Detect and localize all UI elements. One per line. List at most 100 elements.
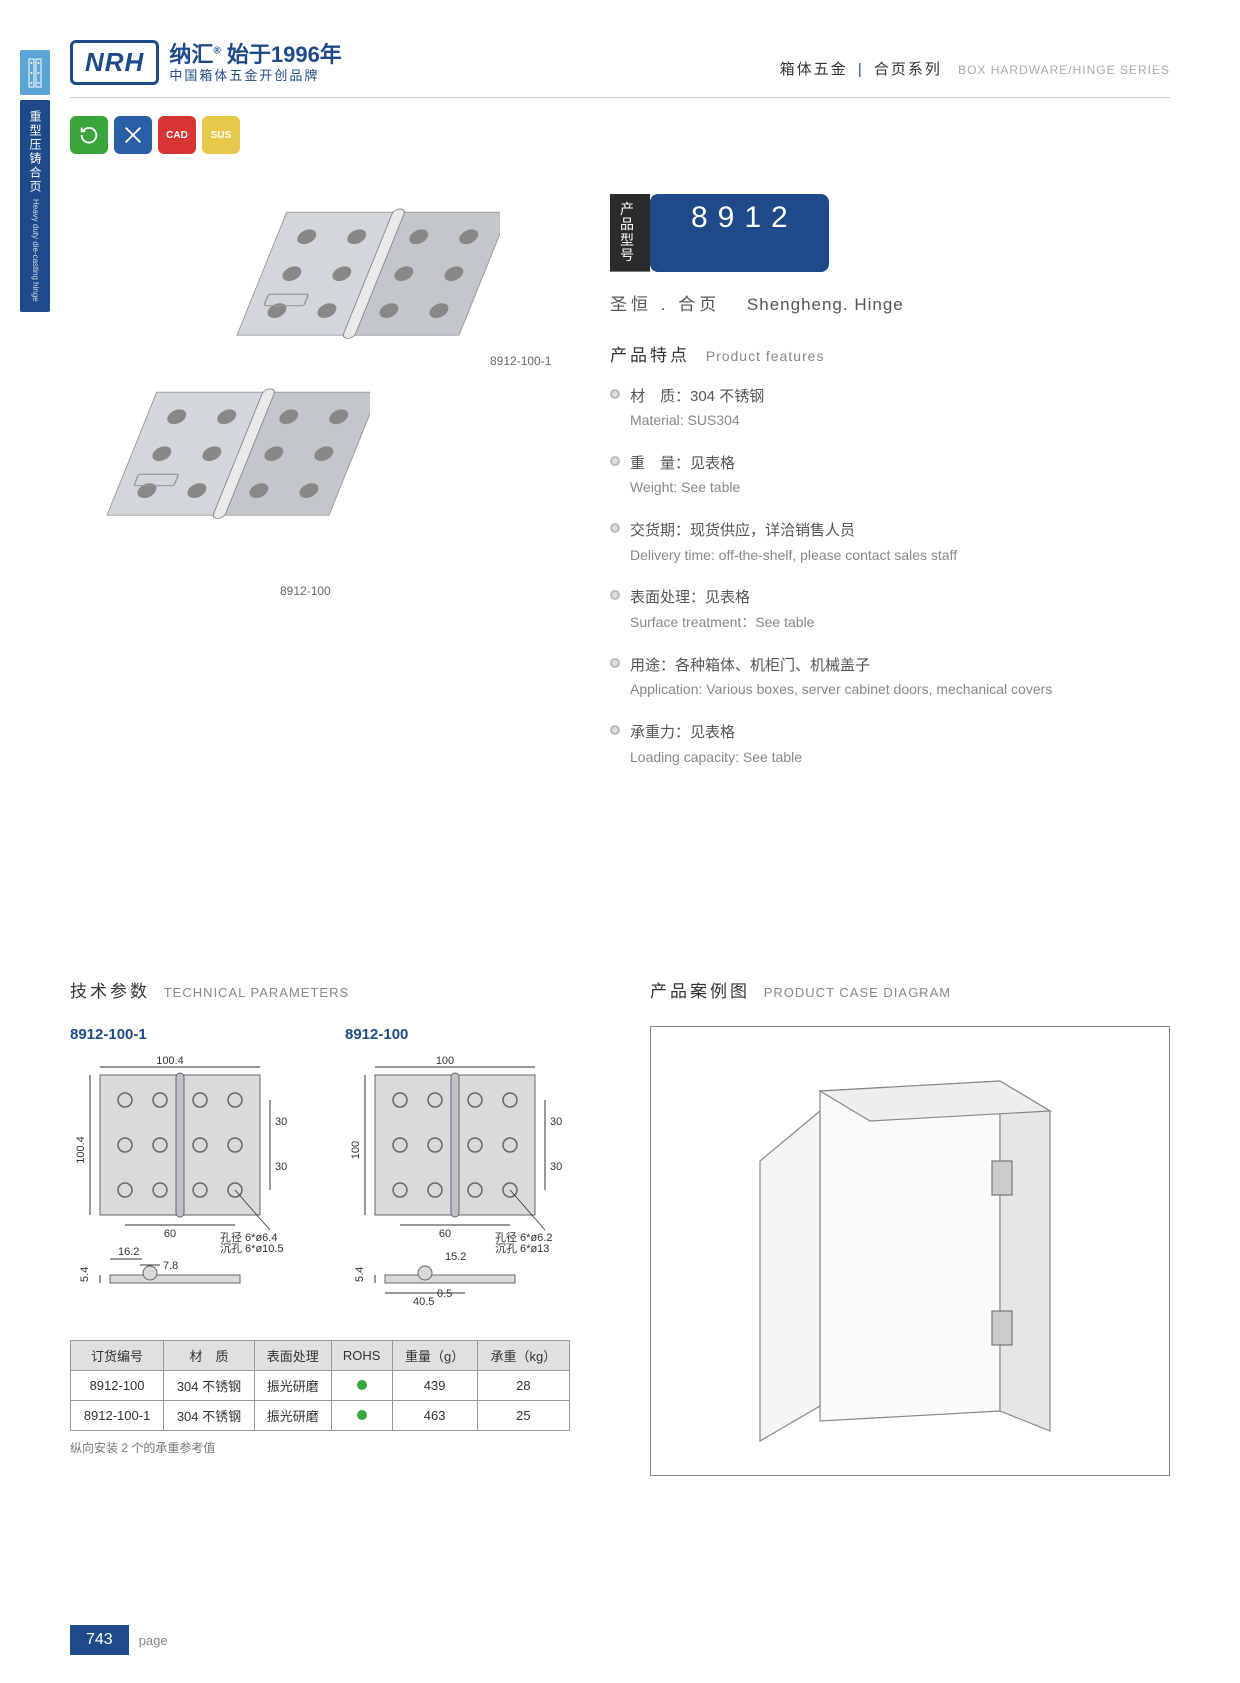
product-render-area: 8912-100-1 8912-100 [70,184,570,604]
feature-text: 重 量：见表格Weight: See table [630,451,740,500]
category-cn2: 合页系列 [874,61,942,78]
svg-text:沉孔 6*ø10.5: 沉孔 6*ø10.5 [220,1242,284,1255]
drawing-title: 8912-100-1 [70,1026,315,1043]
table-row: 8912-100-1304 不锈钢振光研磨46325 [71,1401,570,1431]
svg-text:40.5: 40.5 [413,1296,434,1308]
svg-text:100: 100 [436,1055,454,1067]
case-title-cn: 产品案例图 [650,982,750,1001]
logo-mark: NRH [70,40,159,85]
table-header-cell: 订货编号 [71,1341,164,1371]
side-tab-cn: 重型压铸合页 [28,110,42,194]
feature-item: 重 量：见表格Weight: See table [610,451,1170,500]
brand-line1: 纳汇® 始于1996年 [169,42,341,68]
case-diagram [650,1026,1170,1476]
bullet-icon [610,456,620,466]
feature-item: 材 质：304 不锈钢Material: SUS304 [610,384,1170,433]
table-header-cell: 承重（kg） [477,1341,569,1371]
feature-item: 承重力：见表格Loading capacity: See table [610,720,1170,769]
rohs-dot-icon [357,1380,367,1390]
drawings-row: 8912-100-1 100.4 100.4 30 30 60 孔径 6*ø6.… [70,1026,590,1320]
table-header-cell: 表面处理 [254,1341,331,1371]
features-title-en: Product features [706,348,825,364]
side-tab-en: Heavy duty die-casting hinge [31,199,40,302]
svg-text:100.4: 100.4 [75,1137,87,1165]
svg-text:5.4: 5.4 [354,1267,366,1282]
bullet-icon [610,658,620,668]
model-number-row: 产品 型号 8912 [610,194,1170,272]
table-note: 纵向安装 2 个的承重参考值 [70,1439,590,1456]
page-footer: 743 page [70,1625,168,1655]
brand-since: 始于1996年 [227,42,342,67]
technical-drawing: 100.4 100.4 30 30 60 孔径 6*ø6.4 沉孔 6*ø10.… [70,1055,300,1315]
badge-cad-icon: CAD [158,116,196,154]
bullet-icon [610,523,620,533]
feature-text: 表面处理：见表格Surface treatment：See table [630,585,814,634]
table-cell: 8912-100 [71,1371,164,1401]
logo-block: NRH 纳汇® 始于1996年 中国箱体五金开创品牌 [70,40,342,85]
drawing-column: 8912-100-1 100.4 100.4 30 30 60 孔径 6*ø6.… [70,1026,315,1320]
table-cell: 439 [392,1371,477,1401]
category-cn1: 箱体五金 [780,61,848,78]
category-en: BOX HARDWARE/HINGE SERIES [958,63,1170,77]
bullet-icon [610,389,620,399]
tech-params-title: 技术参数 TECHNICAL PARAMETERS [70,977,590,1002]
badge-sus-icon: SUS [202,116,240,154]
drawing-column: 8912-100 100 100 30 30 60 孔径 6*ø6.2 沉孔 6… [345,1026,590,1320]
tech-title-cn: 技术参数 [70,982,150,1001]
model-label: 产品 型号 [610,194,650,272]
bullet-icon [610,590,620,600]
hinge-render-1 [220,204,500,404]
svg-text:30: 30 [550,1116,562,1128]
table-cell [331,1371,392,1401]
table-row: 8912-100304 不锈钢振光研磨43928 [71,1371,570,1401]
table-cell [331,1401,392,1431]
features-title: 产品特点 Product features [610,341,1170,366]
spec-table: 订货编号材 质表面处理ROHS重量（g）承重（kg） 8912-100304 不… [70,1340,570,1431]
brand-line2: 中国箱体五金开创品牌 [169,68,341,84]
badge-tools-icon [114,116,152,154]
features-list: 材 质：304 不锈钢Material: SUS304 重 量：见表格Weigh… [610,384,1170,770]
feature-text: 承重力：见表格Loading capacity: See table [630,720,802,769]
model-label-l2: 型号 [620,233,640,264]
feature-text: 交货期：现货供应，详洽销售人员Delivery time: off-the-sh… [630,518,957,567]
table-cell: 振光研磨 [254,1371,331,1401]
model-sub-en: Shengheng. Hinge [747,295,904,314]
header-category: 箱体五金 | 合页系列 BOX HARDWARE/HINGE SERIES [780,40,1170,79]
render-label-2: 8912-100 [280,584,331,598]
page-number: 743 [70,1625,129,1655]
badge-recycle-icon [70,116,108,154]
table-cell: 28 [477,1371,569,1401]
table-cell: 25 [477,1401,569,1431]
model-subtitle: 圣恒 . 合页 Shengheng. Hinge [610,290,1170,315]
feature-item: 用途：各种箱体、机柜门、机械盖子Application: Various box… [610,653,1170,702]
table-header-cell: 材 质 [164,1341,255,1371]
model-label-l1: 产品 [620,202,640,233]
side-tab-icon [20,50,50,95]
case-title-en: PRODUCT CASE DIAGRAM [764,985,951,1000]
table-header-cell: 重量（g） [392,1341,477,1371]
case-diagram-title: 产品案例图 PRODUCT CASE DIAGRAM [650,977,1170,1002]
svg-text:60: 60 [439,1228,451,1240]
badge-row: CAD SUS [70,116,1170,154]
svg-text:15.2: 15.2 [445,1251,466,1263]
page-header: NRH 纳汇® 始于1996年 中国箱体五金开创品牌 箱体五金 | 合页系列 B… [70,40,1170,98]
svg-text:60: 60 [164,1228,176,1240]
table-cell: 8912-100-1 [71,1401,164,1431]
bullet-icon [610,725,620,735]
hinge-render-2 [90,384,370,584]
feature-text: 材 质：304 不锈钢Material: SUS304 [630,384,764,433]
svg-text:100.4: 100.4 [156,1055,184,1067]
svg-text:16.2: 16.2 [118,1246,139,1258]
features-title-cn: 产品特点 [610,346,690,365]
table-cell: 振光研磨 [254,1401,331,1431]
svg-text:30: 30 [275,1116,287,1128]
svg-text:30: 30 [550,1161,562,1173]
render-label-1: 8912-100-1 [490,354,551,368]
model-sub-cn: 圣恒 . 合页 [610,295,720,314]
page-label: page [139,1633,168,1648]
tech-title-en: TECHNICAL PARAMETERS [164,985,349,1000]
feature-item: 表面处理：见表格Surface treatment：See table [610,585,1170,634]
brand-name: 纳汇 [169,42,213,67]
feature-text: 用途：各种箱体、机柜门、机械盖子Application: Various box… [630,653,1052,702]
side-tab-category: 重型压铸合页 Heavy duty die-casting hinge [20,100,50,312]
